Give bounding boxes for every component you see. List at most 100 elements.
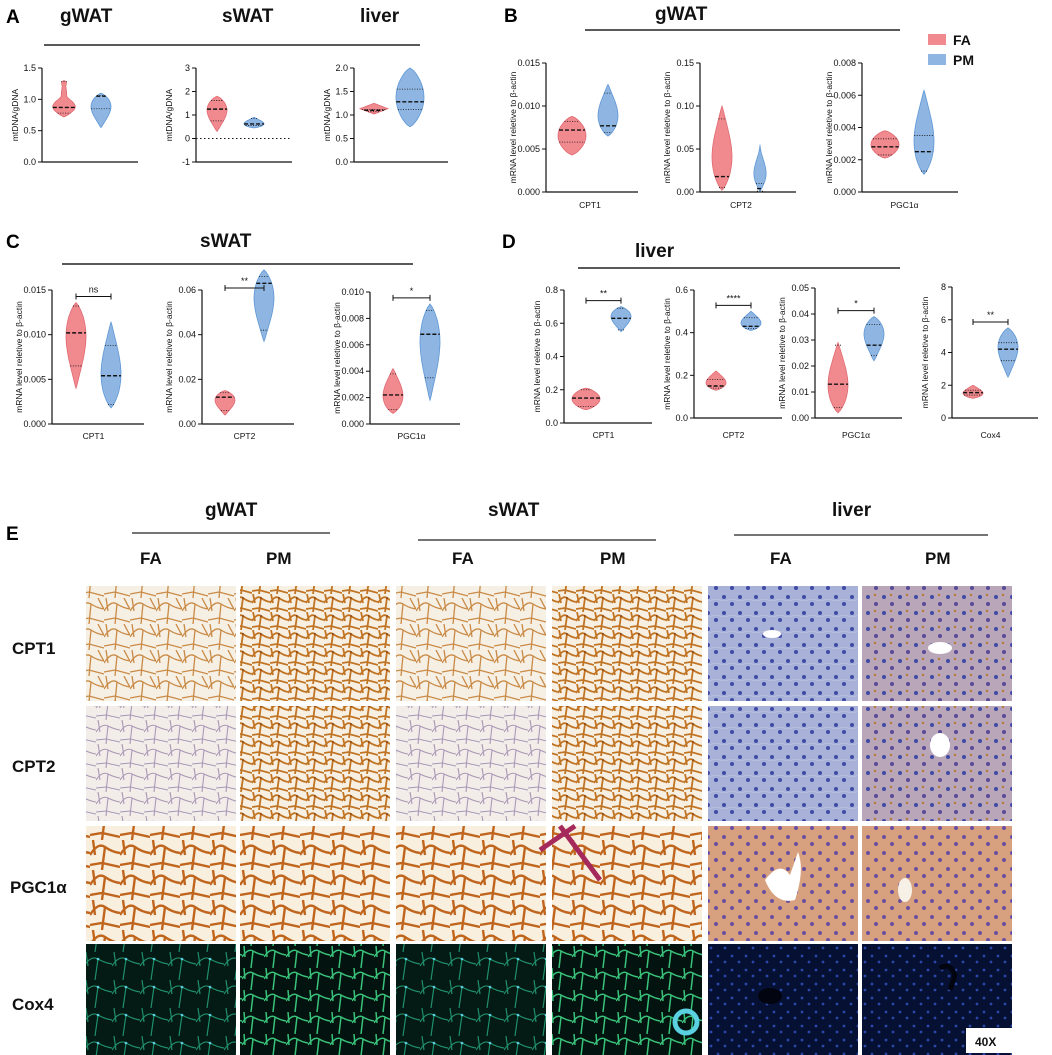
violin-fa xyxy=(962,384,984,399)
y-tick-label: 0.010 xyxy=(23,330,46,340)
y-axis-label: mtDNA/gDNA xyxy=(322,88,332,141)
y-axis-label: mtDNA/gDNA xyxy=(10,88,20,141)
e-row-cpt1: CPT1 xyxy=(12,639,55,658)
significance-label: ** xyxy=(987,310,995,320)
chart-c3: 0.000 0.002 0.004 0.006 0.008 0.010 mRNA level… xyxy=(332,286,460,441)
y-tick-label: 0.06 xyxy=(178,285,196,295)
group-title-liver-a: liver xyxy=(360,6,400,27)
y-tick-label: 0.000 xyxy=(341,419,364,429)
violin-pm xyxy=(419,303,441,402)
y-tick-label: 1 xyxy=(185,110,190,120)
micrograph-pgc1a-gwat-fa xyxy=(86,826,236,941)
micrograph-cpt1-liver-fa xyxy=(708,586,858,701)
y-tick-label: 0.006 xyxy=(833,90,856,100)
violin-pm xyxy=(90,92,112,129)
x-category-label: CPT2 xyxy=(730,200,752,210)
violin-fa xyxy=(206,95,228,133)
violin-pm xyxy=(997,327,1019,378)
micrograph-cpt1-swat-pm xyxy=(552,586,702,701)
violin-fa xyxy=(827,341,849,414)
micrograph-cpt2-liver-fa xyxy=(708,706,858,821)
y-tick-label: 0.02 xyxy=(791,361,809,371)
y-tick-label: 3 xyxy=(185,63,190,73)
y-axis-label: mRNA level reletive to β-actin xyxy=(164,301,174,413)
y-axis-label: mRNA level reletive to β-actin xyxy=(920,296,930,408)
y-tick-label: 0.0 xyxy=(675,413,688,423)
y-tick-label: 2.0 xyxy=(335,63,348,73)
vessel-lumen xyxy=(928,642,952,654)
y-tick-label: 0.04 xyxy=(178,330,196,340)
y-tick-label: 0.03 xyxy=(791,335,809,345)
y-tick-label: 0.04 xyxy=(791,309,809,319)
y-tick-label: 0.05 xyxy=(791,283,809,293)
x-category-label: PGC1α xyxy=(890,200,918,210)
significance-label: ** xyxy=(600,289,608,299)
micrograph-cpt2-gwat-pm xyxy=(240,706,390,821)
y-tick-label: 0.002 xyxy=(833,155,856,165)
micrograph-cpt2-swat-pm xyxy=(552,706,702,821)
micrograph-cpt1-gwat-pm xyxy=(240,586,390,701)
e-row-pgc1a: PGC1α xyxy=(10,878,67,897)
y-tick-label: 0.10 xyxy=(676,101,694,111)
e-col-3: FA xyxy=(452,549,474,568)
violin-fa xyxy=(358,102,390,115)
chart-a: 0.0 0.5 1.0 1.5 mtDNA/gDNA xyxy=(10,63,138,167)
vessel-lumen xyxy=(938,963,958,991)
violin-fa xyxy=(870,130,900,159)
y-tick-label: 1.0 xyxy=(335,110,348,120)
y-tick-label: 0.0 xyxy=(23,157,36,167)
panel-label-c: C xyxy=(6,232,20,253)
y-tick-label: 0.15 xyxy=(676,58,694,68)
vessel-lumen xyxy=(763,630,781,638)
violin-fa xyxy=(711,104,733,191)
x-category-label: CPT1 xyxy=(83,431,105,441)
y-axis-label: mRNA level reletive to β-actin xyxy=(662,71,672,183)
y-tick-label: 0.05 xyxy=(676,144,694,154)
micrograph-cpt2-gwat-fa xyxy=(86,706,236,821)
y-tick-label: -1 xyxy=(182,157,190,167)
y-axis-label: mRNA level reletive to β-actin xyxy=(332,302,342,414)
x-category-label: CPT1 xyxy=(593,430,615,440)
legend-swatch-pm xyxy=(928,54,946,65)
y-tick-label: 0.006 xyxy=(341,340,364,350)
chart-b: 0.000 0.005 0.010 0.015 mRNA level reletive … xyxy=(508,58,638,210)
panel-label-d: D xyxy=(502,232,516,253)
y-tick-label: 0 xyxy=(941,413,946,423)
panel-label-e: E xyxy=(6,524,19,545)
micrograph-cpt1-gwat-fa xyxy=(86,586,236,701)
significance-label: ns xyxy=(89,285,99,295)
y-tick-label: 0.0 xyxy=(335,157,348,167)
y-tick-label: 0.2 xyxy=(545,385,558,395)
violin-pm xyxy=(740,310,762,331)
y-tick-label: 8 xyxy=(941,282,946,292)
y-tick-label: 0.005 xyxy=(23,374,46,384)
y-tick-label: 0.004 xyxy=(833,123,856,133)
violin-pm xyxy=(597,83,619,137)
micrograph-grid: 40X xyxy=(86,586,1012,1055)
magnification-label: 40X xyxy=(975,1035,996,1049)
vessel-lumen xyxy=(898,878,912,902)
micrograph-cox4-swat-fa xyxy=(396,944,546,1055)
x-category-label: PGC1α xyxy=(842,430,870,440)
x-category-label: CPT1 xyxy=(579,200,601,210)
y-tick-label: 0.2 xyxy=(675,370,688,380)
y-tick-label: 0.015 xyxy=(23,285,46,295)
micrograph-cox4-liver-fa xyxy=(708,944,858,1055)
y-tick-label: 2 xyxy=(941,380,946,390)
legend-swatch-fa xyxy=(928,34,946,45)
y-axis-label: mtDNA/gDNA xyxy=(164,88,174,141)
e-col-4: PM xyxy=(600,549,626,568)
fluorescent-ring xyxy=(672,1008,700,1036)
y-tick-label: 0 xyxy=(185,134,190,144)
violin-fa xyxy=(705,370,727,391)
y-tick-label: 0.5 xyxy=(335,134,348,144)
group-title-gwat-b: gWAT xyxy=(655,4,708,25)
chart-d4: 0 2 4 6 8 mRNA level reletive to β-actin Cox4 *… xyxy=(920,282,1038,440)
y-tick-label: 0.005 xyxy=(517,144,540,154)
violin-pm xyxy=(253,269,275,343)
e-row-cpt2: CPT2 xyxy=(12,757,55,776)
significance-label: * xyxy=(410,286,414,296)
y-tick-label: 0.000 xyxy=(517,187,540,197)
